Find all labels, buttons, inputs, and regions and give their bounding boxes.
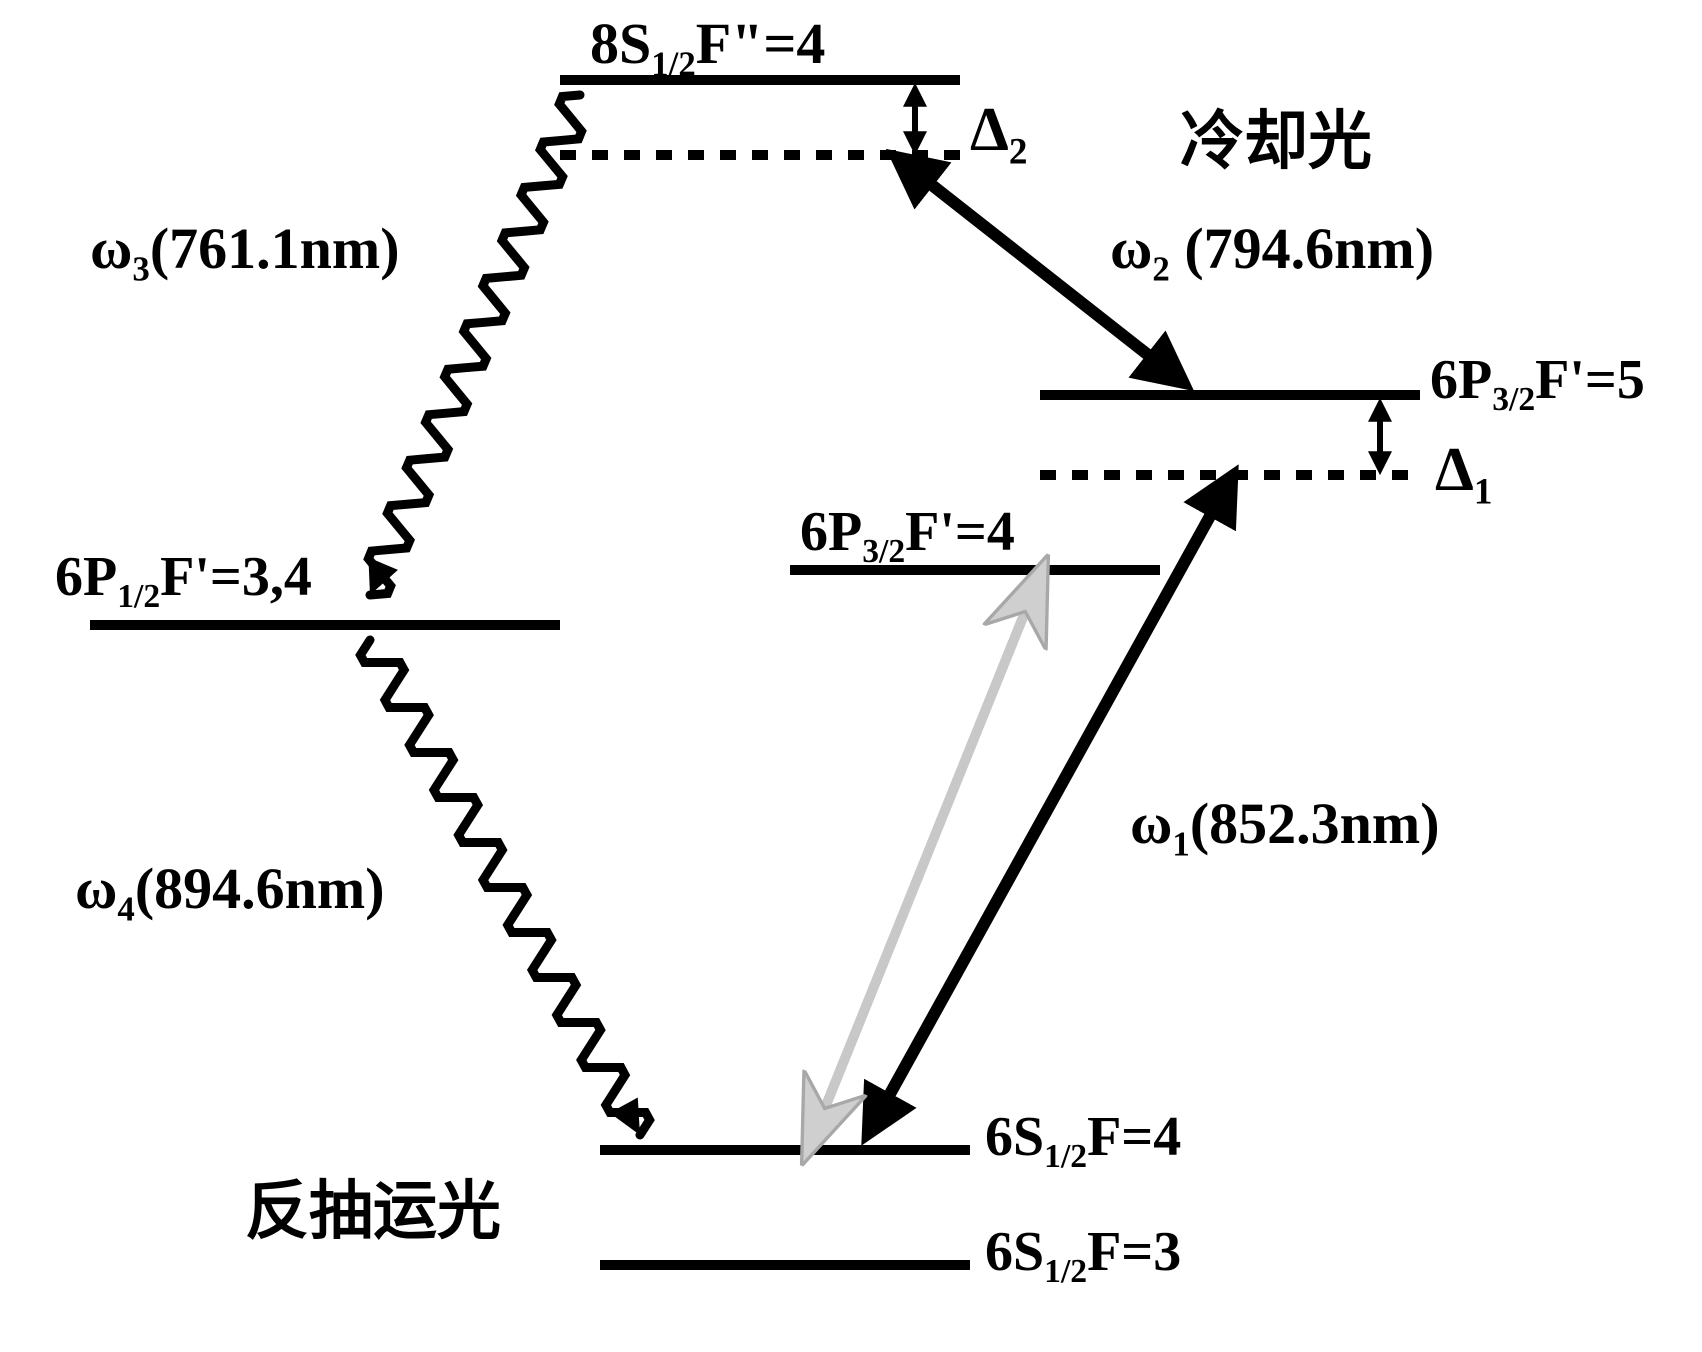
label-p12: 6P1/2F'=3,4 xyxy=(55,545,312,616)
label-omega4: ω4(894.6nm) xyxy=(75,855,385,930)
label-omega3: ω3(761.1nm) xyxy=(90,215,400,290)
label-omega1: ω1(852.3nm) xyxy=(1130,790,1440,865)
label-cooling: 冷却光 xyxy=(1180,90,1372,182)
label-p32-4: 6P3/2F'=4 xyxy=(800,500,1015,571)
label-p32-5: 6P3/2F'=5 xyxy=(1430,348,1645,419)
label-s12-3: 6S1/2F=3 xyxy=(985,1220,1181,1291)
label-s12-4: 6S1/2F=4 xyxy=(985,1105,1181,1176)
label-repump: 反抽运光 xyxy=(245,1160,501,1252)
label-top-level: 8S1/2F"=4 xyxy=(590,10,825,85)
label-omega2: ω2 (794.6nm) xyxy=(1110,215,1434,290)
diagram-svg xyxy=(0,0,1702,1352)
label-delta2: Δ2 xyxy=(970,95,1027,173)
label-delta1: Δ1 xyxy=(1435,435,1492,513)
diagram-stage: 8S1/2F"=4 Δ2 冷却光 ω3(761.1nm) ω2 (794.6nm… xyxy=(0,0,1702,1352)
